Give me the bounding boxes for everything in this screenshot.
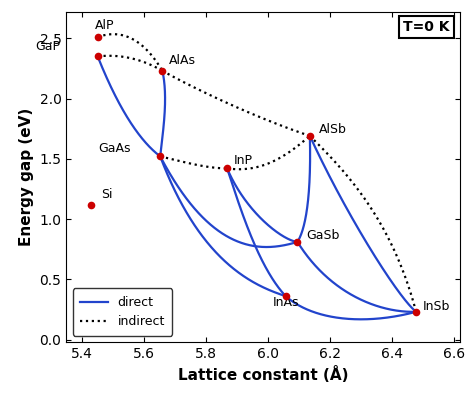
- X-axis label: Lattice constant (Å): Lattice constant (Å): [178, 366, 348, 383]
- Text: AlAs: AlAs: [169, 54, 196, 67]
- Legend: direct, indirect: direct, indirect: [73, 288, 173, 336]
- Text: AlP: AlP: [94, 19, 114, 32]
- Text: InP: InP: [233, 154, 252, 167]
- Text: InAs: InAs: [273, 296, 299, 309]
- Text: T=0 K: T=0 K: [403, 20, 450, 34]
- Text: GaSb: GaSb: [307, 229, 340, 242]
- Text: AlSb: AlSb: [319, 123, 347, 136]
- Text: Si: Si: [101, 188, 112, 201]
- Text: GaP: GaP: [36, 40, 61, 53]
- Text: InSb: InSb: [422, 300, 450, 313]
- Text: GaAs: GaAs: [98, 142, 131, 155]
- Y-axis label: Energy gap (eV): Energy gap (eV): [19, 108, 34, 246]
